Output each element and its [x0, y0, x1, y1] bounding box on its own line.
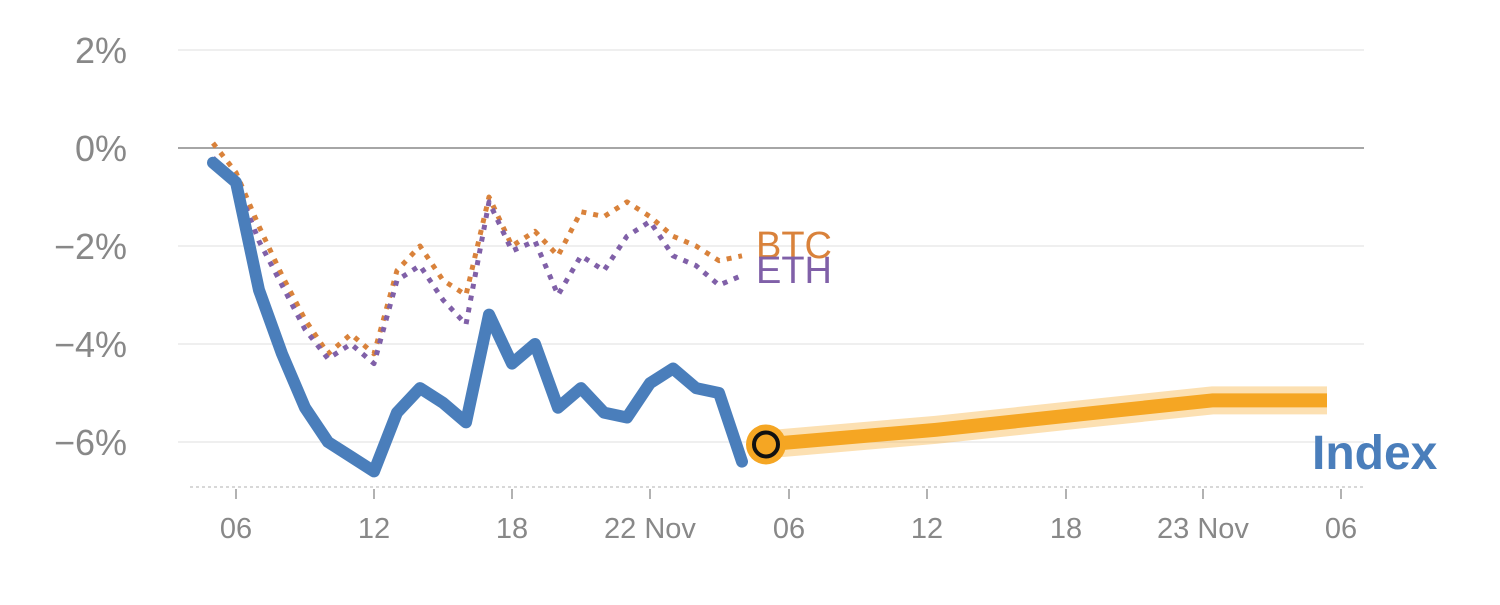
y-axis-ticks: 2% 0% −2% −4% −6%: [54, 30, 127, 463]
x-axis: 06 12 18 22 Nov 06 12 18 23 Nov 06: [190, 486, 1364, 545]
x-tick-label: 22 Nov: [604, 513, 696, 545]
x-tick-label: 18: [496, 513, 528, 545]
y-tick-label: −4%: [54, 324, 127, 365]
x-tick-label: 12: [911, 513, 943, 545]
series-labels: BTC ETH Index: [756, 225, 1438, 480]
x-tick-label: 06: [1325, 513, 1357, 545]
eth-series-line: [211, 156, 743, 367]
current-marker-outer: [746, 424, 786, 465]
y-tick-label: 0%: [75, 128, 127, 169]
y-tick-label: −6%: [54, 422, 127, 463]
x-tick-label: 06: [773, 513, 805, 545]
y-tick-label: 2%: [75, 30, 127, 71]
index-series-line: [207, 156, 748, 478]
index-series-label: Index: [1312, 427, 1438, 480]
x-tick-label: 23 Nov: [1157, 513, 1249, 545]
series-lines: [207, 141, 748, 478]
x-tick-label: 12: [358, 513, 390, 545]
current-marker: [746, 424, 786, 465]
btc-series-line: [211, 141, 743, 357]
forecast-band-line: [765, 393, 1327, 452]
forecast-line: [764, 386, 1327, 459]
y-tick-label: −2%: [54, 226, 127, 267]
btc-series-label: BTC: [756, 225, 832, 267]
eth-series-label: ETH: [756, 250, 832, 292]
current-marker-ring: [752, 430, 780, 459]
x-tick-label: 06: [220, 513, 252, 545]
x-tick-label: 18: [1050, 513, 1082, 545]
